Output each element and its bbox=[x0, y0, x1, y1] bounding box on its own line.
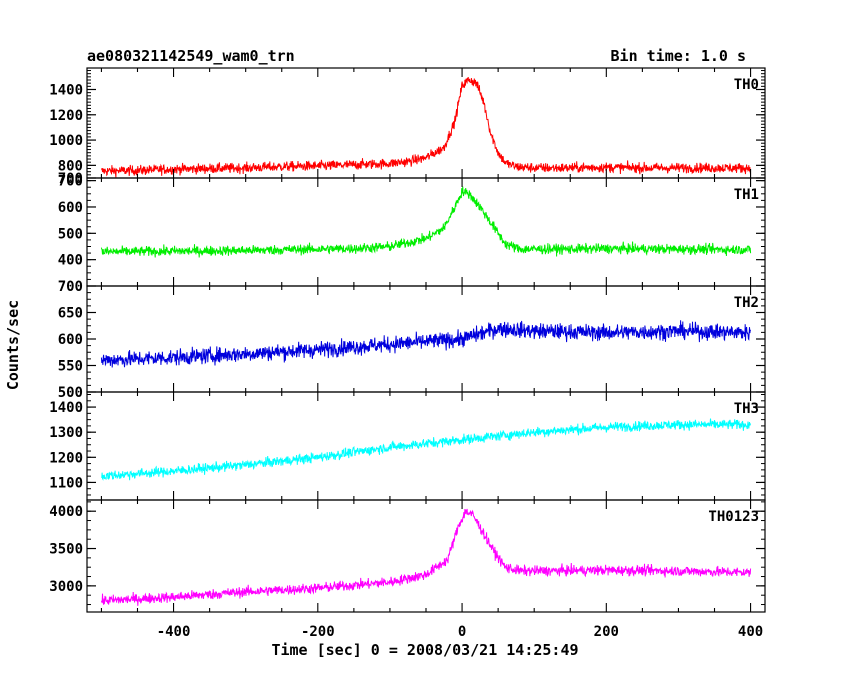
y-tick-label: 500 bbox=[58, 226, 83, 242]
x-tick-label: -400 bbox=[157, 624, 191, 640]
chart-title: ae080321142549_wam0_trn bbox=[87, 47, 295, 65]
y-tick-label: 1300 bbox=[49, 425, 83, 441]
series-th0 bbox=[100, 76, 752, 178]
y-tick-label: 1200 bbox=[49, 108, 83, 124]
series-th3 bbox=[100, 418, 752, 481]
x-tick-label: 400 bbox=[738, 624, 763, 640]
y-tick-label: 550 bbox=[58, 359, 83, 375]
y-tick-label: 700 bbox=[58, 171, 83, 187]
y-tick-label: 600 bbox=[58, 200, 83, 216]
y-tick-label: 1400 bbox=[49, 400, 83, 416]
x-tick-label: 0 bbox=[458, 624, 466, 640]
y-tick-label: 650 bbox=[58, 306, 83, 322]
panel-th1: 400 500 600 700 TH1 bbox=[58, 174, 766, 287]
panel-label: TH1 bbox=[734, 187, 759, 203]
series-th2 bbox=[100, 320, 752, 368]
y-tick-label: 4000 bbox=[49, 504, 83, 520]
panel-frame bbox=[86, 391, 766, 501]
panel-label: TH3 bbox=[734, 401, 759, 417]
x-tick-label: 200 bbox=[594, 624, 619, 640]
series-th0123 bbox=[100, 508, 752, 606]
panel-label: TH0 bbox=[734, 77, 759, 93]
y-tick-label: 1000 bbox=[49, 133, 83, 149]
y-tick-label: 600 bbox=[58, 332, 83, 348]
panel-frame bbox=[86, 67, 766, 179]
y-tick-label: 700 bbox=[58, 174, 83, 190]
panel-label: TH2 bbox=[734, 295, 759, 311]
panel-label: TH0123 bbox=[708, 509, 759, 525]
x-axis-label: Time [sec] 0 = 2008/03/21 14:25:49 bbox=[271, 641, 578, 659]
y-tick-label: 1400 bbox=[49, 82, 83, 98]
y-tick-label: 3000 bbox=[49, 579, 83, 595]
y-tick-label: 1200 bbox=[49, 450, 83, 466]
panel-th0123: 3000 3500 4000 TH0123 bbox=[49, 499, 766, 613]
bin-time-label: Bin time: 1.0 s bbox=[611, 47, 746, 65]
y-axis-label: Counts/sec bbox=[4, 300, 22, 390]
y-tick-label: 700 bbox=[58, 279, 83, 295]
y-tick-label: 3500 bbox=[49, 542, 83, 558]
x-axis: -400 -200 0 200 400 bbox=[157, 624, 764, 640]
y-tick-label: 500 bbox=[58, 385, 83, 401]
series-th1 bbox=[100, 186, 752, 258]
y-tick-label: 400 bbox=[58, 253, 83, 269]
panel-th2: 500 550 600 650 700 TH2 bbox=[58, 279, 766, 401]
x-tick-label: -200 bbox=[301, 624, 335, 640]
y-tick-label: 800 bbox=[58, 158, 83, 174]
panel-th3: 1100 1200 1300 1400 TH3 bbox=[49, 391, 766, 501]
panel-frame bbox=[86, 177, 766, 287]
y-tick-label: 1100 bbox=[49, 475, 83, 491]
